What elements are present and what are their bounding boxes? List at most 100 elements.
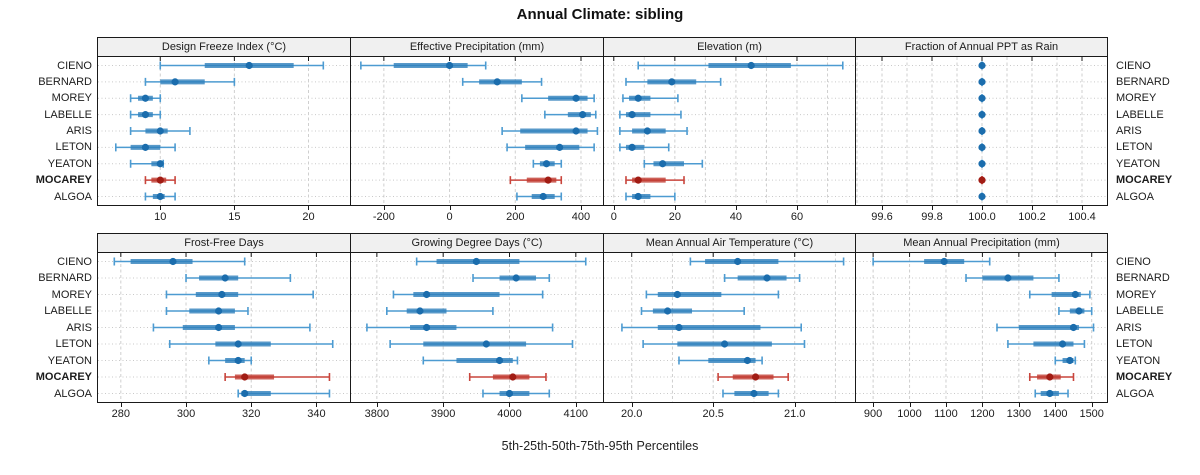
percentile-dot (1066, 356, 1074, 365)
panel-canvas-fraction-of-annual-ppt-as-rain (856, 57, 1107, 205)
axis-tick-label: 15 (228, 211, 241, 223)
percentile-dot (423, 323, 431, 332)
strip-label: Mean Annual Precipitation (mm) (903, 237, 1060, 249)
iqr-bar (657, 292, 722, 297)
iqr-bar (1018, 325, 1079, 330)
axis-tick (1082, 206, 1083, 210)
percentile-dot (579, 111, 587, 119)
percentile-dot (171, 78, 179, 86)
percentile-dot (675, 323, 683, 332)
axis-tick (316, 403, 318, 407)
percentile-dot (634, 176, 642, 184)
percentile-dot (978, 176, 986, 184)
iqr-bar (705, 259, 779, 264)
site-label-right-labelle: LABELLE (1116, 305, 1164, 317)
percentile-dot (634, 94, 642, 102)
site-label-left-bernard: BERNARD (38, 272, 92, 284)
site-label-right-morey: MOREY (1116, 92, 1157, 105)
axis-tick (376, 403, 378, 407)
percentile-dot (542, 160, 551, 168)
panel-canvas-frost-free-days (98, 253, 350, 402)
site-label-right-leton: LETON (1116, 338, 1153, 350)
axis-tick-label: 400 (571, 211, 591, 223)
percentile-dot (747, 61, 755, 70)
percentile-dot (482, 340, 490, 348)
percentile-dot (156, 127, 164, 135)
footer-caption: 5th-25th-50th-75th-95th Percentiles (501, 439, 699, 453)
axis-tick (1091, 403, 1093, 407)
axis-tick (713, 403, 715, 407)
strip-mean-annual-precipitation-mm: Mean Annual Precipitation (mm) (855, 233, 1108, 253)
strip-label: Growing Degree Days (°C) (411, 237, 543, 249)
site-label-left-mocarey: MOCAREY (35, 174, 92, 187)
axis-tick (308, 206, 310, 210)
panel-effective-precipitation-mm (350, 56, 604, 206)
iqr-bar (406, 308, 447, 314)
axis-tick-label: 1300 (1006, 408, 1032, 420)
percentile-dot (663, 307, 672, 315)
axis-tick (982, 403, 984, 407)
percentile-dot (215, 307, 223, 315)
axis-tick-label: 1100 (934, 408, 958, 420)
percentile-dot (539, 192, 547, 201)
percentile-dot (234, 356, 242, 365)
axis-tick (735, 206, 737, 210)
iqr-bar (737, 275, 787, 281)
percentile-dot (628, 143, 636, 151)
axis-tick (631, 403, 633, 407)
axis-tick (160, 206, 162, 210)
strip-fraction-of-annual-ppt-as-rain: Fraction of Annual PPT as Rain (855, 37, 1108, 57)
percentile-dot (156, 192, 164, 201)
percentile-dot (940, 257, 948, 266)
axis-tick-label: 0 (610, 211, 617, 223)
percentile-dot (169, 257, 177, 266)
axis-tick-label: 100.4 (1068, 211, 1096, 223)
percentile-dot (978, 143, 986, 151)
axis-tick-label: 20.0 (620, 408, 643, 420)
site-label-left-algoa: ALGOA (54, 387, 92, 400)
site-label-right-leton: LETON (1116, 141, 1153, 154)
axis-tick-label: 3900 (430, 408, 456, 420)
axis-tick-label: 280 (111, 408, 130, 420)
axis-tick-label: 1500 (1079, 408, 1104, 420)
site-label-right-labelle: LABELLE (1116, 108, 1164, 121)
percentile-dot (734, 257, 742, 266)
axis-tick-label: 300 (176, 408, 196, 420)
iqr-bar (499, 391, 530, 396)
axis-tick (909, 403, 911, 407)
percentile-dot (1004, 274, 1012, 282)
percentile-dot (978, 61, 986, 70)
site-label-right-aris: ARIS (1116, 125, 1142, 137)
site-label-left-morey: MOREY (51, 288, 92, 301)
axis-tick-label: 40 (729, 211, 743, 223)
percentile-dot (156, 176, 164, 184)
percentile-dot (659, 160, 667, 168)
site-label-right-aris: ARIS (1116, 321, 1142, 334)
site-label-left-bernard: BERNARD (38, 75, 92, 88)
iqr-bar (241, 391, 271, 396)
percentile-dot (673, 290, 681, 299)
strip-frost-free-days: Frost-Free Days (97, 233, 351, 253)
iqr-bar (548, 95, 588, 101)
axis-tick (794, 403, 796, 407)
site-label-right-mocarey: MOCAREY (1116, 371, 1173, 383)
axis-tick (383, 206, 385, 210)
percentile-dot (215, 323, 223, 332)
percentile-dot (218, 290, 226, 299)
percentile-dot (978, 127, 986, 135)
percentile-dot (751, 373, 760, 381)
strip-label: Effective Precipitation (mm) (409, 41, 545, 53)
site-label-right-bernard: BERNARD (1116, 75, 1170, 88)
percentile-dot (1071, 290, 1079, 299)
iqr-bar (423, 341, 527, 347)
axis-tick (1018, 403, 1020, 407)
axis-tick-label: 10 (154, 211, 167, 223)
site-label-left-mocarey: MOCAREY (35, 371, 92, 383)
axis-tick (251, 403, 253, 407)
axis-tick-label: 4000 (497, 408, 522, 420)
percentile-dot (423, 290, 431, 299)
percentile-dot (556, 143, 564, 151)
site-label-right-yeaton: YEATON (1116, 354, 1161, 367)
axis-tick (945, 403, 947, 407)
panel-canvas-mean-annual-precipitation-mm (856, 253, 1107, 402)
